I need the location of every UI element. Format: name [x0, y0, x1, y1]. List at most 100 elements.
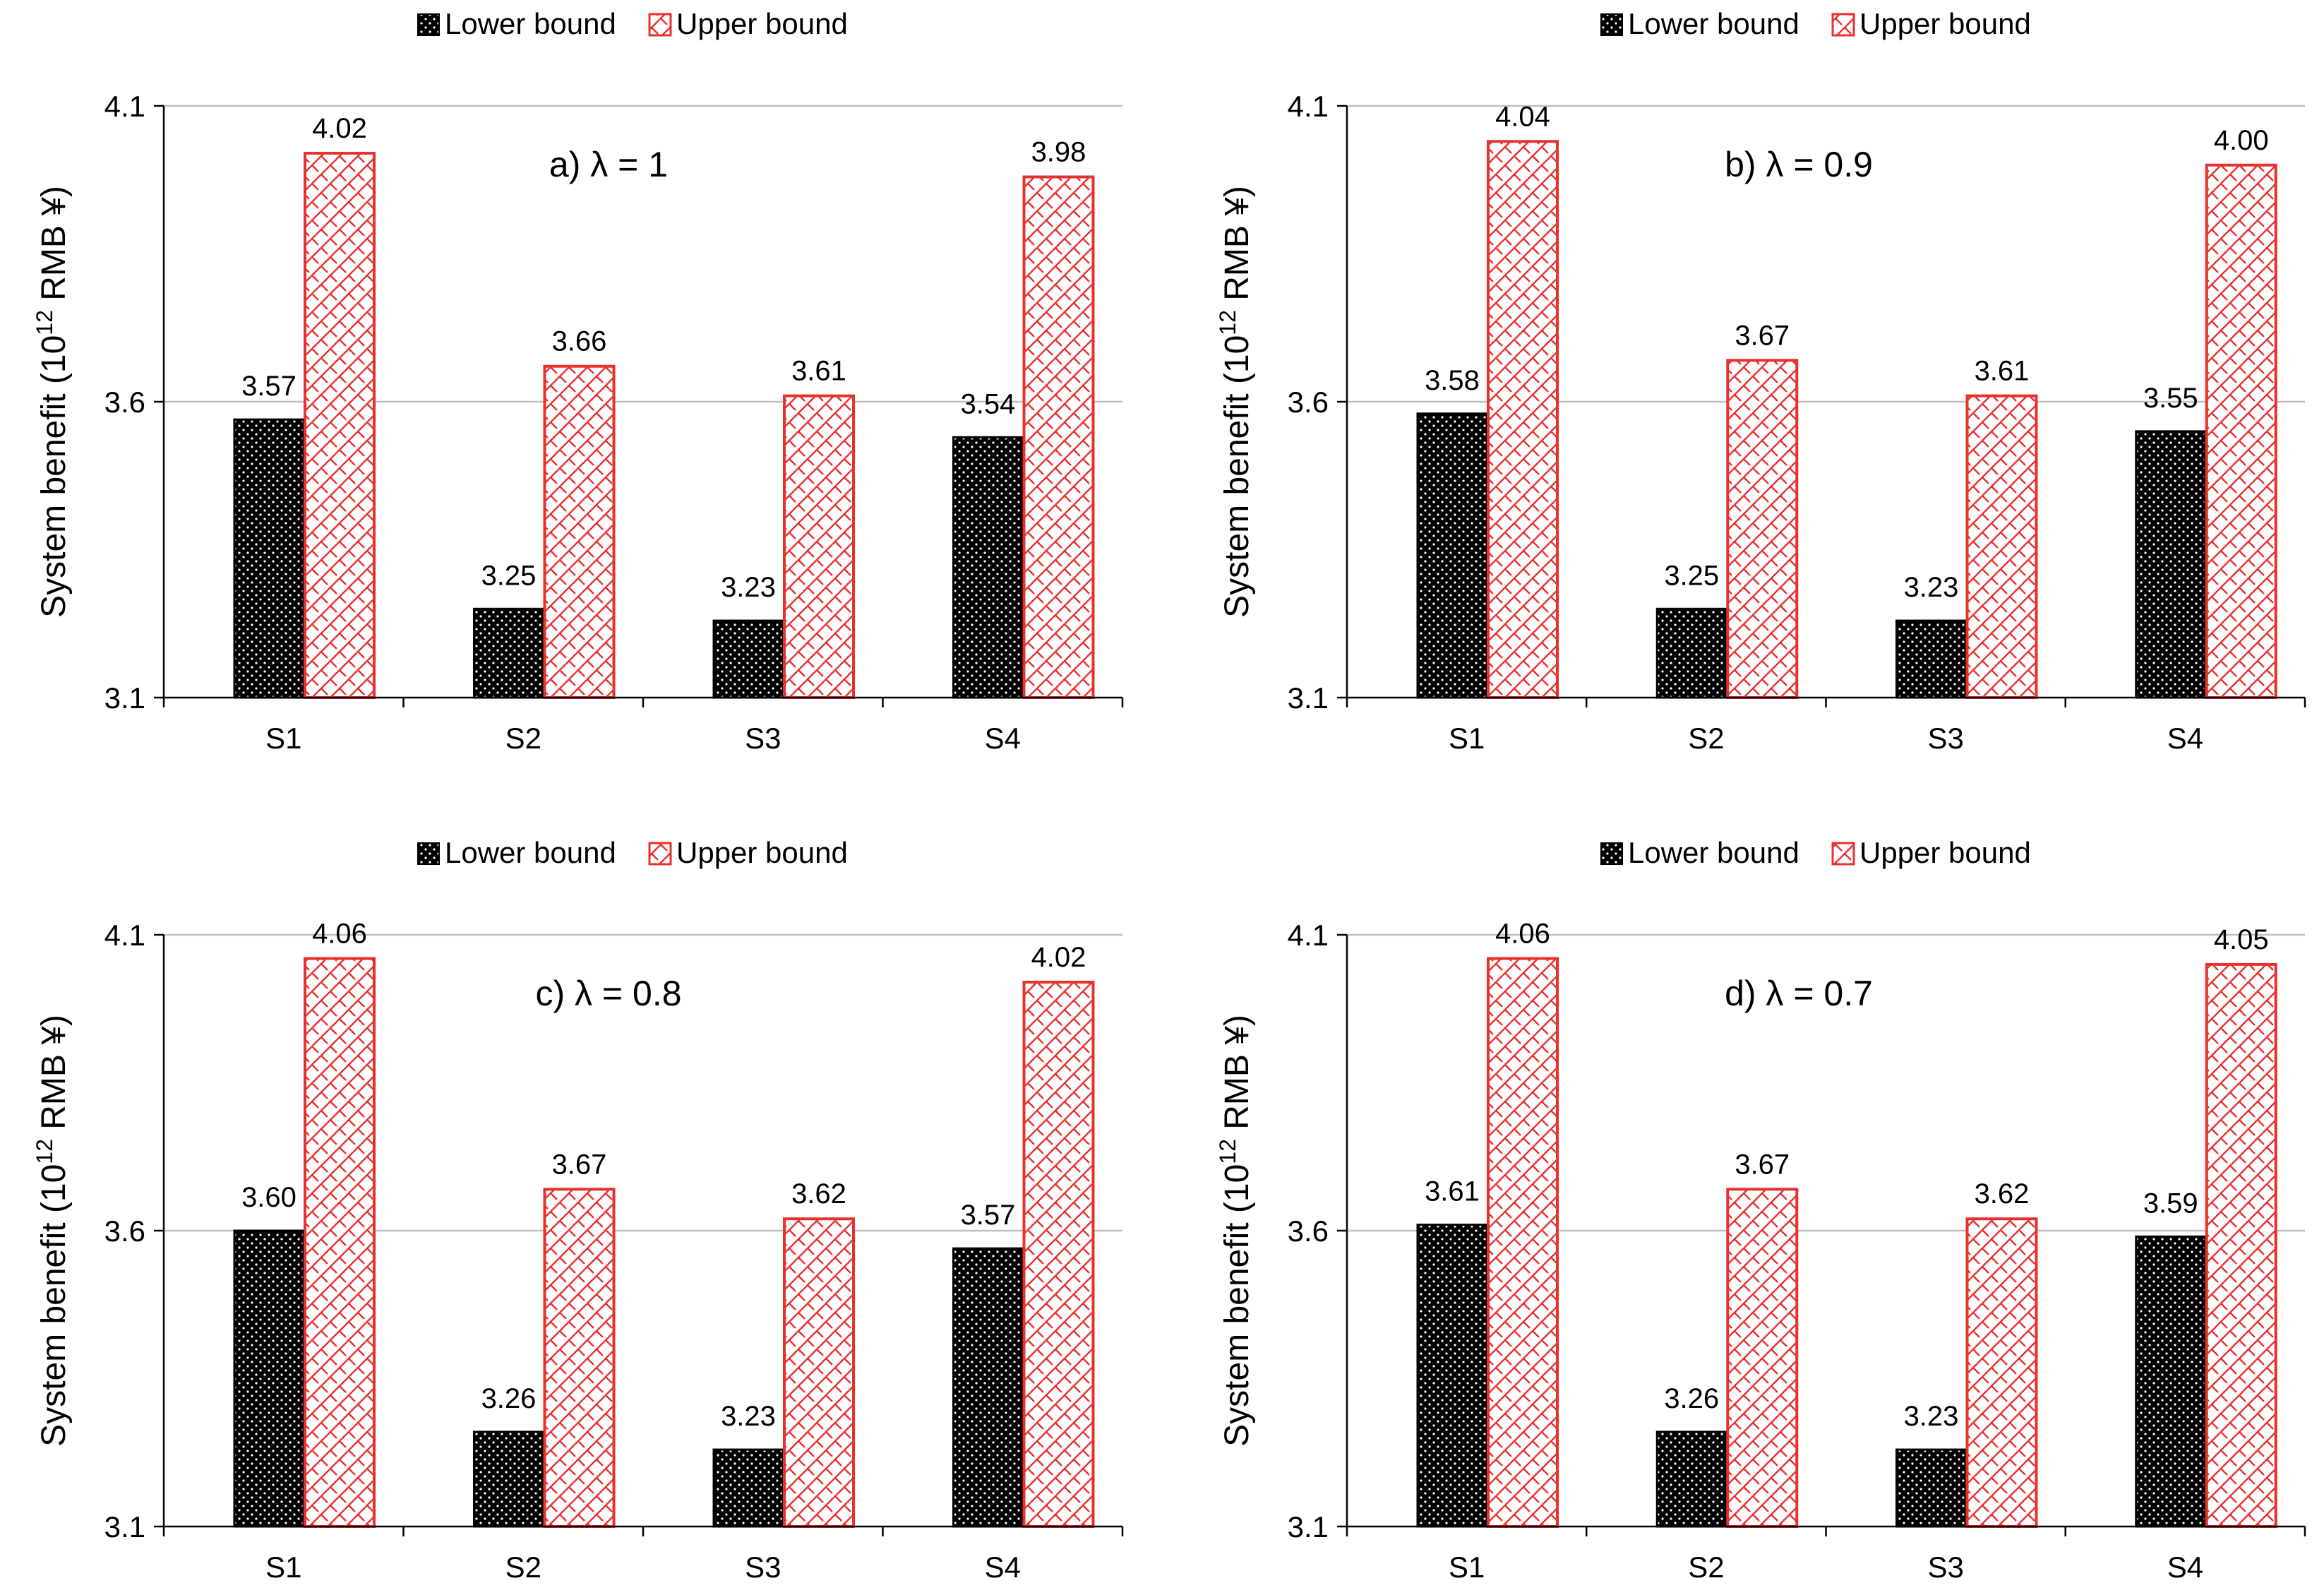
x-tick-label-S2: S2 [505, 1551, 541, 1584]
y-tick-label: 4.1 [1288, 90, 1329, 123]
bar-upper-bound-S2 [543, 1188, 616, 1528]
bar-lower-bound-S1 [233, 418, 305, 699]
y-tick-label: 4.1 [104, 919, 145, 952]
bar-upper-bound-S1 [1487, 140, 1559, 699]
legend-swatch-upper [648, 13, 672, 37]
data-label-upper-S2: 3.66 [552, 326, 607, 357]
y-tick-label: 3.6 [1288, 1214, 1329, 1248]
y-axis-label: System benefit (1012 RMB ¥) [1215, 1015, 1256, 1447]
data-label-lower-S1: 3.60 [241, 1182, 297, 1213]
bar-lower-bound-S4 [952, 436, 1024, 699]
legend-label-lower: Lower bound [1628, 836, 1799, 869]
bar-lower-bound-S2 [473, 1430, 544, 1528]
bar-upper-bound-S4 [2205, 962, 2277, 1528]
data-label-upper-S4: 3.98 [1031, 137, 1086, 168]
data-label-upper-S3: 3.61 [791, 356, 846, 387]
y-axis-label: System benefit (1012 RMB ¥) [32, 1015, 73, 1447]
y-tick-label: 3.6 [104, 1214, 145, 1248]
legend: Lower bound Upper bound [417, 836, 848, 869]
y-axis-label: System benefit (1012 RMB ¥) [32, 186, 73, 618]
legend: Lower bound Upper bound [1600, 7, 2031, 40]
data-label-upper-S4: 4.02 [1031, 942, 1086, 973]
y-tick-label: 3.6 [1288, 386, 1329, 419]
legend-label-lower: Lower bound [1628, 7, 1799, 40]
data-label-lower-S2: 3.26 [1664, 1383, 1719, 1414]
data-label-lower-S1: 3.57 [241, 371, 297, 402]
bar-upper-bound-S2 [1726, 359, 1799, 699]
bar-lower-bound-S4 [2135, 430, 2207, 699]
bar-upper-bound-S4 [1022, 981, 1095, 1529]
data-label-upper-S3: 3.61 [1975, 356, 2030, 387]
x-tick-label-S4: S4 [985, 722, 1021, 755]
y-tick-label: 4.1 [104, 90, 145, 123]
bar-lower-bound-S3 [712, 1448, 784, 1528]
data-label-upper-S2: 3.67 [1735, 320, 1790, 351]
x-tick-label-S3: S3 [1927, 1551, 1963, 1584]
data-label-lower-S4: 3.59 [2143, 1188, 2198, 1219]
x-tick-label-S1: S1 [265, 1551, 301, 1584]
data-label-lower-S3: 3.23 [721, 1401, 776, 1432]
x-tick-label-S2: S2 [505, 722, 541, 755]
bar-upper-bound-S1 [304, 957, 376, 1528]
bar-upper-bound-S3 [1965, 394, 2038, 699]
y-tick-label: 3.6 [104, 386, 145, 419]
bar-lower-bound-S3 [1895, 619, 1967, 699]
bar-upper-bound-S2 [543, 364, 616, 699]
data-label-upper-S3: 3.62 [791, 1178, 846, 1209]
data-label-lower-S2: 3.25 [1664, 560, 1719, 591]
data-label-lower-S1: 3.58 [1425, 365, 1480, 396]
data-label-lower-S2: 3.25 [481, 560, 537, 591]
bar-lower-bound-S3 [1895, 1448, 1967, 1528]
legend-swatch-lower [417, 13, 440, 36]
data-label-upper-S1: 4.06 [1495, 919, 1550, 950]
x-tick-label-S2: S2 [1688, 1551, 1724, 1584]
x-tick-label-S1: S1 [1449, 722, 1485, 755]
y-tick-label: 3.1 [1288, 1510, 1329, 1543]
legend-swatch-upper [648, 842, 672, 866]
data-label-upper-S1: 4.02 [312, 113, 367, 144]
bar-lower-bound-S2 [1655, 607, 1727, 699]
data-label-upper-S1: 4.06 [312, 919, 367, 950]
x-tick-label-S3: S3 [745, 722, 781, 755]
chart-panel-2: 3.1 3.6 4.1 3.58 4.04 S1 3.25 3.67 S2 3.23 3.61 S3 3… [1215, 7, 2306, 755]
data-label-lower-S3: 3.23 [721, 572, 776, 603]
legend-label-lower: Lower bound [445, 836, 616, 869]
legend-swatch-upper [1831, 13, 1855, 37]
bar-upper-bound-S1 [1487, 957, 1559, 1528]
y-tick-label: 3.1 [1288, 681, 1329, 715]
legend-label-lower: Lower bound [445, 7, 616, 40]
bar-upper-bound-S3 [783, 1217, 855, 1528]
panel-title: b) λ = 0.9 [1725, 145, 1873, 184]
legend-label-upper: Upper bound [1859, 836, 2031, 869]
data-label-upper-S2: 3.67 [1735, 1149, 1790, 1180]
data-label-lower-S4: 3.54 [961, 388, 1016, 419]
chart-panel-4: 3.1 3.6 4.1 3.61 4.06 S1 3.26 3.67 S2 3.23 3.62 S3 3… [1215, 836, 2306, 1584]
legend-swatch-lower [1600, 13, 1623, 36]
data-label-upper-S2: 3.67 [552, 1149, 607, 1180]
legend-swatch-lower [1600, 842, 1623, 865]
x-tick-label-S3: S3 [1927, 722, 1963, 755]
x-tick-label-S4: S4 [2167, 1551, 2203, 1584]
y-tick-label: 3.1 [104, 1510, 145, 1543]
data-label-upper-S4: 4.05 [2214, 924, 2269, 955]
bar-upper-bound-S4 [1022, 175, 1095, 699]
chart-panel-3: 3.1 3.6 4.1 3.60 4.06 S1 3.26 3.67 S2 3.23 3.62 S3 3… [32, 836, 1124, 1584]
legend: Lower bound Upper bound [1600, 836, 2031, 869]
bar-lower-bound-S3 [712, 619, 784, 699]
data-label-lower-S2: 3.26 [481, 1383, 537, 1414]
data-label-upper-S4: 4.00 [2214, 125, 2269, 156]
bar-upper-bound-S2 [1726, 1188, 1799, 1528]
x-tick-label-S1: S1 [1449, 1551, 1485, 1584]
panel-title: c) λ = 0.8 [535, 974, 681, 1013]
y-tick-label: 4.1 [1288, 919, 1329, 952]
x-tick-label-S4: S4 [2167, 722, 2203, 755]
bar-lower-bound-S1 [1416, 412, 1488, 699]
data-label-lower-S3: 3.23 [1904, 1401, 1959, 1432]
data-label-lower-S4: 3.55 [2143, 383, 2198, 414]
x-tick-label-S4: S4 [985, 1551, 1021, 1584]
x-tick-label-S1: S1 [265, 722, 301, 755]
legend-swatch-upper [1831, 842, 1855, 866]
panel-title: d) λ = 0.7 [1725, 974, 1873, 1013]
legend-label-upper: Upper bound [1859, 7, 2031, 40]
